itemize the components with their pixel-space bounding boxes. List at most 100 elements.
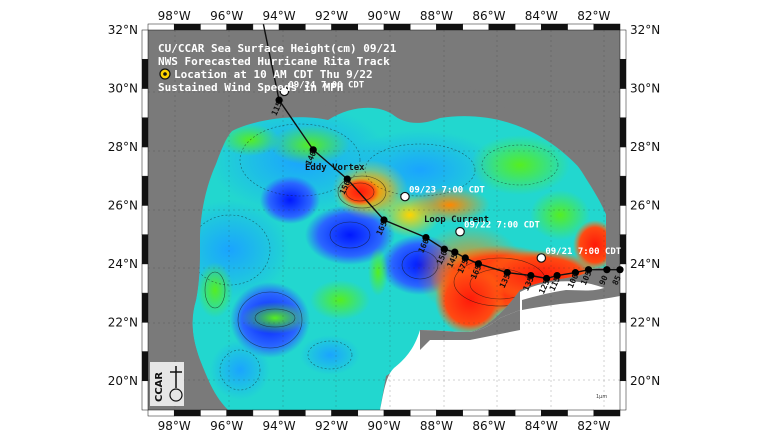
border-segment [619, 205, 627, 235]
lon-label-top: 98°W [158, 9, 191, 23]
border-segment [619, 175, 627, 206]
date-marker [455, 226, 465, 237]
track-point [440, 245, 448, 253]
track-point [309, 146, 317, 154]
border-segment [141, 351, 149, 382]
border-segment [514, 409, 542, 417]
border-segment [141, 58, 149, 89]
wind-speed-label: 90 [598, 274, 610, 287]
border-segment [383, 23, 411, 31]
track-point [542, 274, 551, 283]
lon-label-top: 88°W [420, 9, 453, 23]
date-marker [400, 191, 410, 202]
border-segment [619, 292, 627, 323]
border-segment [619, 29, 627, 60]
border-segment [619, 88, 627, 118]
border-segment [619, 117, 627, 148]
lat-label-left: 28°N [108, 140, 138, 154]
border-segment [173, 23, 201, 31]
lon-label-top: 96°W [210, 9, 243, 23]
lon-label-bottom: 82°W [577, 419, 610, 432]
border-segment [488, 23, 516, 31]
border-segment [141, 88, 149, 118]
lat-label-right: 30°N [630, 81, 660, 95]
track-date-label: 09/22 7:00 CDT [464, 221, 540, 231]
track-point [616, 266, 624, 274]
track-point [603, 266, 611, 274]
lat-label-left: 26°N [108, 198, 138, 212]
border-segment [593, 23, 621, 31]
lat-label-left: 22°N [108, 315, 138, 329]
logo-text: CCAR [154, 372, 165, 402]
lon-label-bottom: 92°W [315, 419, 348, 432]
border-segment [409, 23, 437, 31]
border-segment [541, 23, 568, 31]
border-segment [462, 409, 490, 417]
track-point [422, 233, 430, 242]
border-segment [147, 23, 175, 31]
border-segment [141, 146, 149, 177]
us-coast-land [148, 30, 470, 240]
border-segment [226, 23, 254, 31]
loop-current-label: Loop Current [424, 215, 489, 225]
florida-land [470, 30, 620, 214]
border-segment [541, 409, 568, 417]
border-segment [619, 380, 627, 411]
track-date-label: 09/23 7:00 CDT [409, 186, 485, 196]
lon-label-top: 82°W [577, 9, 610, 23]
border-segment [619, 58, 627, 89]
lon-label-top: 92°W [315, 9, 348, 23]
border-segment [567, 23, 595, 31]
lat-label-right: 28°N [630, 140, 660, 154]
lon-label-bottom: 96°W [210, 419, 243, 432]
track-point [275, 96, 283, 104]
border-segment [200, 409, 227, 417]
lon-label-bottom: 86°W [472, 419, 505, 432]
lon-label-top: 84°W [525, 9, 558, 23]
border-segment [252, 409, 280, 417]
border-segment [147, 409, 175, 417]
border-segment [357, 409, 385, 417]
border-segment [436, 23, 463, 31]
track-point [584, 266, 593, 274]
lon-label-bottom: 98°W [158, 419, 191, 432]
border-segment [593, 409, 621, 417]
track-point [527, 271, 535, 280]
border-segment [141, 205, 149, 235]
border-segment [141, 322, 149, 352]
scale-label: 1μm [596, 394, 607, 400]
latitude-labels-right: 32°N 30°N 28°N 26°N 24°N 22°N 20°N [630, 23, 660, 388]
title-line-2: NWS Forecasted Hurricane Rita Track [158, 55, 390, 68]
border-segment [514, 23, 542, 31]
lat-label-left: 30°N [108, 81, 138, 95]
border-segment [305, 23, 332, 31]
border-segment [278, 23, 306, 31]
border-segment [619, 322, 627, 352]
border-segment [619, 351, 627, 382]
border-segment [141, 29, 149, 60]
border-segment [331, 409, 359, 417]
border-segment [141, 234, 149, 265]
latitude-labels-left: 32°N 30°N 28°N 26°N 24°N 22°N 20°N [108, 23, 138, 388]
lat-label-left: 24°N [108, 257, 138, 271]
border-segment [141, 175, 149, 206]
track-point [553, 271, 561, 280]
lon-label-bottom: 94°W [263, 419, 296, 432]
track-point [571, 269, 580, 277]
date-marker [536, 253, 547, 263]
cuba-coast [522, 282, 620, 310]
lon-label-bottom: 84°W [525, 419, 558, 432]
lat-label-right: 26°N [630, 198, 660, 212]
track-point [503, 269, 511, 277]
border-segment [619, 146, 627, 177]
lon-label-bottom: 88°W [420, 419, 453, 432]
border-segment [226, 409, 254, 417]
border-segment [436, 409, 463, 417]
track-point [343, 175, 351, 183]
border-segment [462, 23, 490, 31]
lon-label-top: 86°W [472, 9, 505, 23]
ccar-logo: CCAR [150, 362, 184, 406]
border-segment [252, 23, 280, 31]
